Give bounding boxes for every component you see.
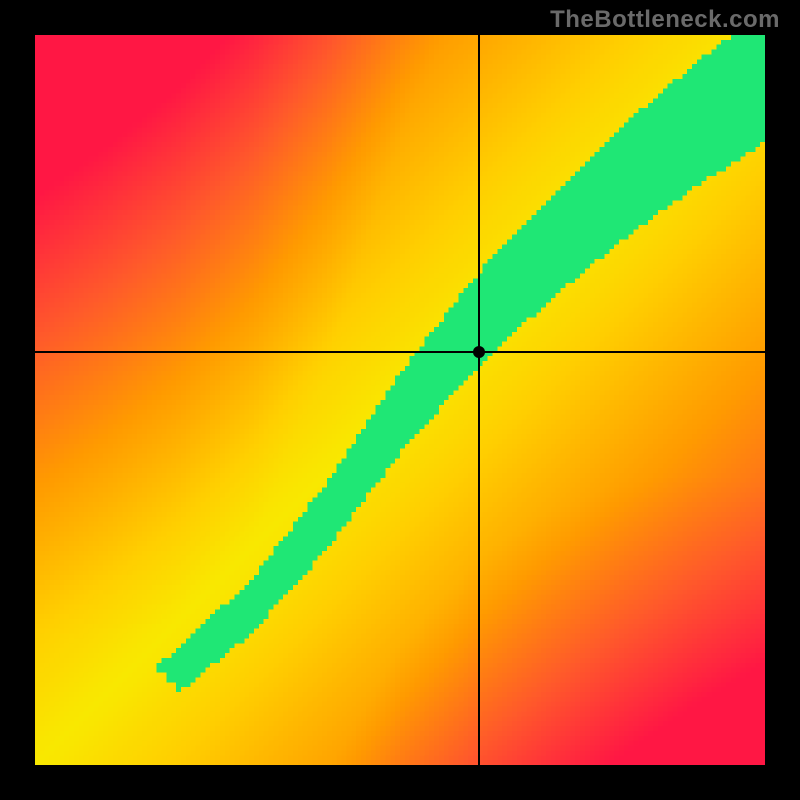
crosshair-horizontal <box>35 351 765 353</box>
watermark-text: TheBottleneck.com <box>550 6 780 34</box>
crosshair-marker <box>473 346 485 358</box>
bottleneck-heatmap <box>35 35 765 765</box>
crosshair-vertical <box>478 35 480 765</box>
heatmap-canvas <box>35 35 765 765</box>
